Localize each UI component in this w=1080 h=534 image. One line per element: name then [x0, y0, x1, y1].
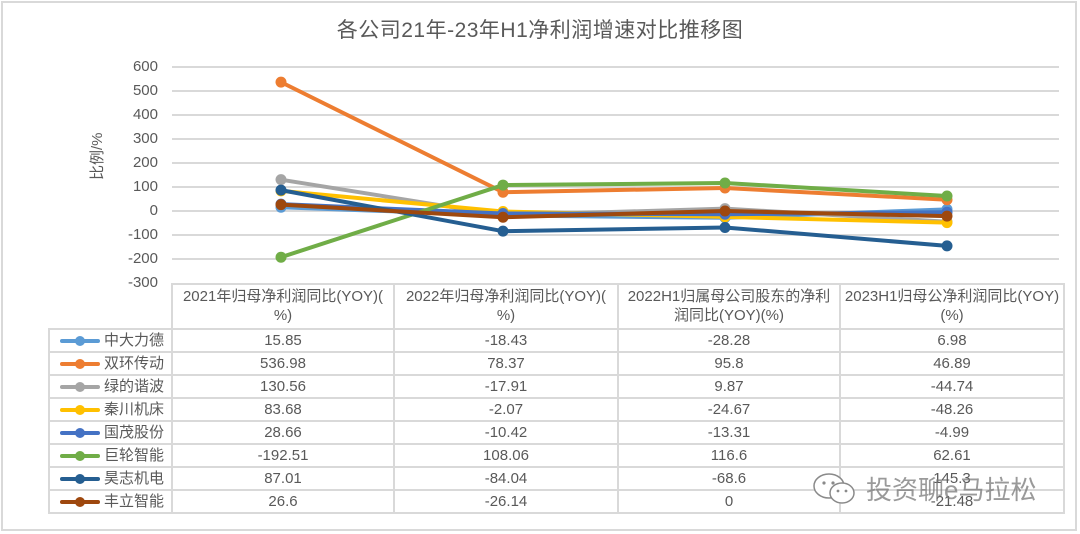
data-point [497, 225, 509, 237]
table-row: 昊志机电 87.01 -84.04 -68.6 145.3 [48, 466, 1065, 491]
data-point [275, 76, 287, 88]
table-cell: 95.8 [617, 351, 841, 376]
table-cell: 108.06 [393, 443, 619, 468]
legend-label: 丰立智能 [48, 489, 173, 514]
legend-label: 绿的谐波 [48, 374, 173, 399]
y-tick-label: -100 [127, 226, 158, 243]
table-cell: 145.3 [839, 466, 1065, 491]
table-cell: -48.26 [839, 397, 1065, 422]
legend-label: 巨轮智能 [48, 443, 173, 468]
table-cell: 6.98 [839, 328, 1065, 353]
legend-label: 双环传动 [48, 351, 173, 376]
data-point [941, 240, 953, 252]
data-table: 2021年归母净利润同比(YOY)(%) 2022年归母净利润同比(YOY)(%… [48, 283, 1065, 514]
table-row: 丰立智能 26.6 -26.14 0 -21.48 [48, 489, 1065, 514]
legend-label: 昊志机电 [48, 466, 173, 491]
y-tick-label: 500 [132, 82, 158, 99]
legend-line-marker-icon [60, 451, 100, 462]
table-header-cell: 2023H1归母公净利润同比(YOY) (%) [839, 283, 1065, 330]
table-cell: -26.14 [393, 489, 619, 514]
y-tick-label: 100 [132, 178, 158, 195]
table-cell: 26.6 [171, 489, 395, 514]
legend-line-marker-icon [60, 405, 100, 416]
data-point [497, 179, 509, 191]
legend-line-marker-icon [60, 359, 100, 370]
series-line [275, 199, 953, 223]
data-point [941, 190, 953, 202]
table-header-cell: 2022年归母净利润同比(YOY)(%) [393, 283, 619, 330]
table-row: 巨轮智能 -192.51 108.06 116.6 62.61 [48, 443, 1065, 468]
table-cell: 130.56 [171, 374, 395, 399]
table-cell: -13.31 [617, 420, 841, 445]
series-line [275, 177, 953, 263]
table-cell: 9.87 [617, 374, 841, 399]
chart-title: 各公司21年-23年H1净利润增速对比推移图 [336, 19, 744, 42]
table-cell: 62.61 [839, 443, 1065, 468]
table-cell: -10.42 [393, 420, 619, 445]
table-cell: -44.74 [839, 374, 1065, 399]
data-point [719, 177, 731, 189]
legend-label: 中大力德 [48, 328, 173, 353]
table-cell: -4.99 [839, 420, 1065, 445]
table-row: 中大力德 15.85 -18.43 -28.28 6.98 [48, 328, 1065, 353]
table-header-cell: 2022H1归属母公司股东的净利 润同比(YOY)(%) [617, 283, 841, 330]
table-cell: -84.04 [393, 466, 619, 491]
legend-line-marker-icon [60, 382, 100, 393]
table-cell: -28.28 [617, 328, 841, 353]
data-point [275, 174, 287, 186]
table-cell: 116.6 [617, 443, 841, 468]
table-cell: -68.6 [617, 466, 841, 491]
data-point [275, 184, 287, 196]
table-cell: 83.68 [171, 397, 395, 422]
data-point [719, 221, 731, 233]
table-cell: -192.51 [171, 443, 395, 468]
table-cell: 87.01 [171, 466, 395, 491]
y-tick-label: 200 [132, 154, 158, 171]
watermark-text: 投资聊e马拉松 [866, 475, 1037, 505]
table-corner [49, 284, 173, 330]
watermark: 投资聊e马拉松 [812, 470, 1036, 507]
legend-line-marker-icon [60, 336, 100, 347]
table-row: 国茂股份 28.66 -10.42 -13.31 -4.99 [48, 420, 1065, 445]
y-tick-label: 0 [149, 202, 158, 219]
legend-label: 秦川机床 [48, 397, 173, 422]
table-row: 绿的谐波 130.56 -17.91 9.87 -44.74 [48, 374, 1065, 399]
table-cell: 0 [617, 489, 841, 514]
wechat-icon [812, 472, 858, 506]
table-cell: 536.98 [171, 351, 395, 376]
data-point [719, 205, 731, 217]
table-cell: -18.43 [393, 328, 619, 353]
data-point [275, 251, 287, 263]
table-row: 秦川机床 83.68 -2.07 -24.67 -48.26 [48, 397, 1065, 422]
table-cell: -21.48 [839, 489, 1065, 514]
legend-line-marker-icon [60, 497, 100, 508]
legend-line-marker-icon [60, 474, 100, 485]
data-point [941, 210, 953, 222]
table-header-cell: 2021年归母净利润同比(YOY)(%) [171, 283, 395, 330]
table-cell: -24.67 [617, 397, 841, 422]
y-tick-label: 600 [132, 58, 158, 75]
data-point [497, 211, 509, 223]
table-row: 双环传动 536.98 78.37 95.8 46.89 [48, 351, 1065, 376]
table-cell: 78.37 [393, 351, 619, 376]
table-header-row: 2021年归母净利润同比(YOY)(%) 2022年归母净利润同比(YOY)(%… [49, 283, 1065, 330]
table-cell: -2.07 [393, 397, 619, 422]
table-cell: 28.66 [171, 420, 395, 445]
data-point [275, 199, 287, 211]
y-tick-label: 400 [132, 106, 158, 123]
y-tick-label: 300 [132, 130, 158, 147]
legend-label: 国茂股份 [48, 420, 173, 445]
table-cell: 15.85 [171, 328, 395, 353]
y-tick-label: -200 [127, 250, 158, 267]
table-cell: 46.89 [839, 351, 1065, 376]
legend-line-marker-icon [60, 428, 100, 439]
table-cell: -17.91 [393, 374, 619, 399]
